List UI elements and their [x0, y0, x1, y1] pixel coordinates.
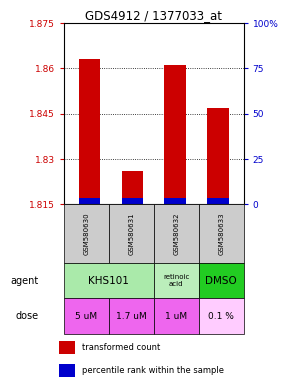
Text: retinoic
acid: retinoic acid [163, 274, 189, 287]
Bar [164, 65, 186, 204]
FancyBboxPatch shape [64, 263, 154, 298]
Text: 1 uM: 1 uM [165, 312, 187, 321]
Bar [79, 59, 100, 204]
Text: KHS101: KHS101 [88, 276, 129, 286]
Text: GSM580630: GSM580630 [83, 212, 89, 255]
Text: 1.7 uM: 1.7 uM [116, 312, 147, 321]
Bar [207, 108, 229, 204]
Text: percentile rank within the sample: percentile rank within the sample [81, 366, 224, 375]
Text: agent: agent [11, 276, 39, 286]
FancyBboxPatch shape [154, 204, 199, 263]
FancyBboxPatch shape [64, 204, 109, 263]
FancyBboxPatch shape [199, 263, 244, 298]
Text: DMSO: DMSO [205, 276, 237, 286]
FancyBboxPatch shape [154, 263, 199, 298]
Text: 0.1 %: 0.1 % [208, 312, 234, 321]
FancyBboxPatch shape [109, 204, 154, 263]
FancyBboxPatch shape [64, 298, 109, 334]
Bar [59, 364, 75, 377]
Bar [122, 171, 143, 204]
Text: dose: dose [16, 311, 39, 321]
FancyBboxPatch shape [199, 298, 244, 334]
FancyBboxPatch shape [154, 298, 199, 334]
Text: 5 uM: 5 uM [75, 312, 97, 321]
Title: GDS4912 / 1377033_at: GDS4912 / 1377033_at [85, 9, 222, 22]
FancyBboxPatch shape [199, 204, 244, 263]
Bar [164, 199, 186, 204]
Bar [122, 199, 143, 204]
Text: transformed count: transformed count [81, 343, 160, 352]
Bar [59, 341, 75, 354]
Text: GSM580633: GSM580633 [218, 212, 224, 255]
FancyBboxPatch shape [109, 298, 154, 334]
Bar [207, 199, 229, 204]
Bar [79, 199, 100, 204]
Text: GSM580631: GSM580631 [128, 212, 134, 255]
Text: GSM580632: GSM580632 [173, 212, 179, 255]
